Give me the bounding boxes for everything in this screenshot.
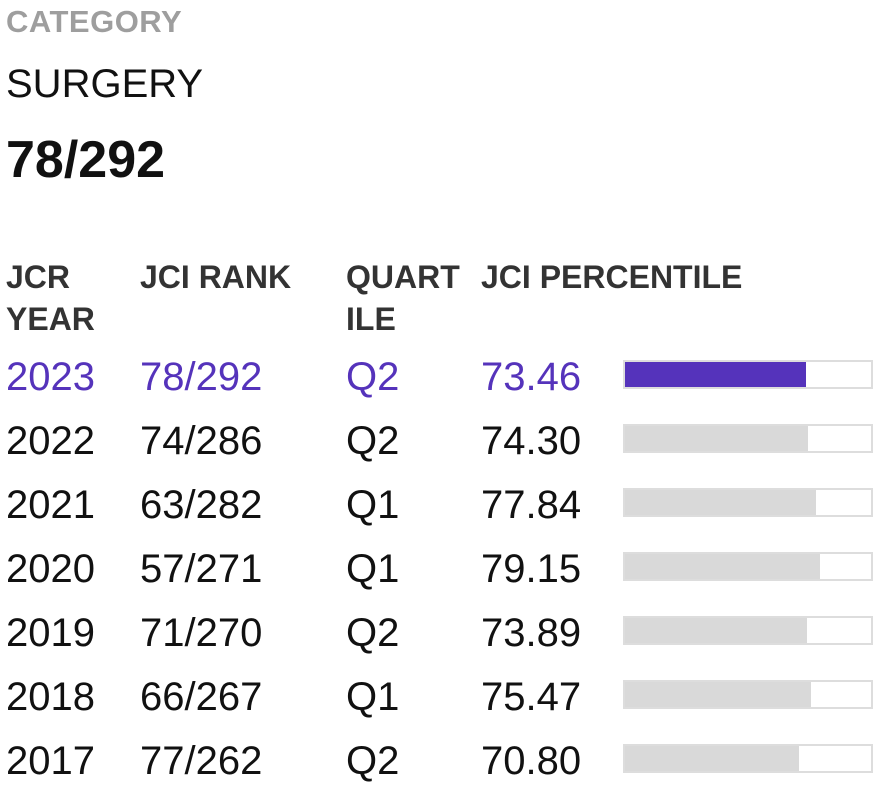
row-percentile: 70.80 [481, 739, 582, 783]
percentile-bar [623, 424, 873, 453]
table-row: 2017 77/262 Q2 70.80 [0, 729, 886, 793]
row-rank: 66/267 [140, 675, 263, 719]
row-quartile: Q2 [346, 611, 400, 655]
table-row: 2019 71/270 Q2 73.89 [0, 601, 886, 665]
row-year: 2020 [6, 547, 95, 591]
row-rank: 77/262 [140, 739, 263, 783]
row-rank: 57/271 [140, 547, 263, 591]
percentile-bar-fill [625, 554, 820, 579]
row-quartile: Q2 [346, 739, 400, 783]
header-jci-rank: JCI RANK [140, 259, 292, 295]
table-row: 2021 63/282 Q1 77.84 [0, 473, 886, 537]
percentile-bar [623, 552, 873, 581]
percentile-bar-fill [625, 490, 817, 515]
percentile-bar [623, 488, 873, 517]
percentile-bar-fill [625, 682, 811, 707]
percentile-bar [623, 680, 873, 709]
header-jcr-year: JCR YEAR [6, 259, 95, 337]
percentile-bar [623, 360, 873, 389]
row-rank: 63/282 [140, 483, 263, 527]
category-rank: 78/292 [6, 131, 166, 189]
row-rank: 71/270 [140, 611, 263, 655]
row-year: 2019 [6, 611, 95, 655]
row-quartile: Q2 [346, 355, 400, 399]
category-label: CATEGORY [6, 4, 183, 39]
row-percentile: 79.15 [481, 547, 582, 591]
percentile-bar-fill [625, 618, 807, 643]
row-rank: 74/286 [140, 419, 263, 463]
table-row: 2022 74/286 Q2 74.30 [0, 409, 886, 473]
row-quartile: Q1 [346, 547, 400, 591]
header-jci-percentile: JCI PERCENTILE [481, 259, 743, 295]
table-header: JCR YEAR JCI RANK QUART ILE JCI PERCENTI… [0, 256, 886, 337]
row-quartile: Q1 [346, 675, 400, 719]
category-name: SURGERY [6, 62, 204, 106]
row-percentile: 75.47 [481, 675, 582, 719]
row-year: 2023 [6, 355, 95, 399]
row-year: 2018 [6, 675, 95, 719]
percentile-bar [623, 616, 873, 645]
row-year: 2017 [6, 739, 95, 783]
row-percentile: 74.30 [481, 419, 582, 463]
percentile-bar-fill [625, 746, 800, 771]
row-rank: 78/292 [140, 355, 263, 399]
percentile-bar-fill [625, 362, 806, 387]
table-row: 2020 57/271 Q1 79.15 [0, 537, 886, 601]
table-row: 2018 66/267 Q1 75.47 [0, 665, 886, 729]
table-row: 2023 78/292 Q2 73.46 [0, 345, 886, 409]
row-percentile: 77.84 [481, 483, 582, 527]
header-quartile: QUART ILE [346, 259, 460, 337]
row-quartile: Q1 [346, 483, 400, 527]
percentile-bar-fill [625, 426, 808, 451]
row-quartile: Q2 [346, 419, 400, 463]
row-percentile: 73.89 [481, 611, 582, 655]
row-year: 2022 [6, 419, 95, 463]
row-percentile: 73.46 [481, 355, 582, 399]
percentile-bar [623, 744, 873, 773]
row-year: 2021 [6, 483, 95, 527]
